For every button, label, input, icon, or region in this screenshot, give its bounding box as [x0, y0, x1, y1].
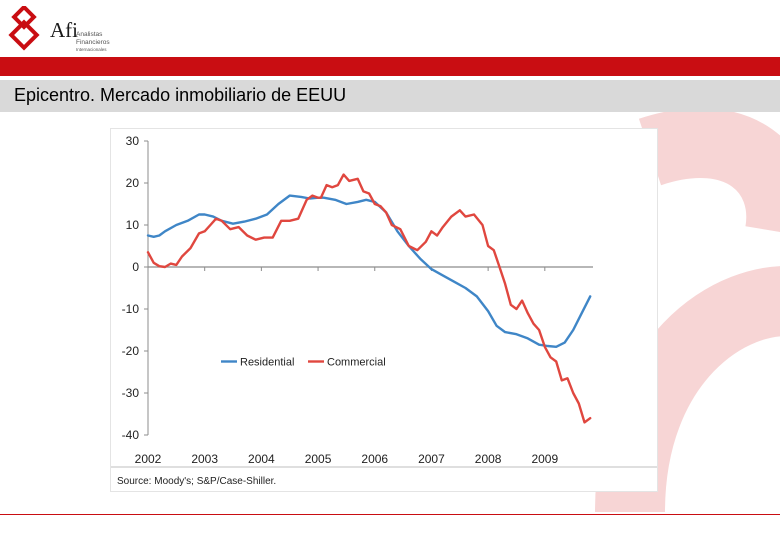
footer-rule	[0, 514, 780, 515]
chart-source: Source: Moody's; S&P/Case-Shiller.	[117, 476, 276, 487]
logo-brand: Afi	[50, 18, 78, 42]
afi-logo-mark-icon	[8, 6, 40, 51]
y-tick-label: -10	[122, 302, 140, 316]
legend-label-residential: Residential	[240, 357, 294, 369]
logo-subtitle-3: Internacionales	[76, 47, 107, 52]
x-tick-label: 2005	[305, 452, 332, 466]
x-tick-label: 2009	[531, 452, 558, 466]
header-red-band	[0, 57, 780, 76]
y-tick-label: 20	[126, 176, 140, 190]
page-title: Epicentro. Mercado inmobiliario de EEUU	[14, 85, 347, 105]
x-tick-label: 2003	[191, 452, 218, 466]
x-tick-label: 2004	[248, 452, 275, 466]
x-tick-label: 2007	[418, 452, 445, 466]
x-tick-label: 2006	[361, 452, 388, 466]
x-tick-label: 2008	[475, 452, 502, 466]
y-tick-label: 0	[132, 260, 139, 274]
series-line-residential	[146, 194, 592, 349]
y-tick-label: -20	[122, 344, 140, 358]
y-tick-label: -40	[122, 428, 140, 442]
logo-subtitle-2: Financieros	[76, 39, 110, 46]
y-tick-label: 10	[126, 218, 140, 232]
legend-label-commercial: Commercial	[327, 357, 386, 369]
x-tick-label: 2002	[135, 452, 162, 466]
afi-logo: Afi Analistas Financieros Internacionale…	[6, 6, 146, 52]
line-chart: 30 20 10 0 -10 -20 -30 -40 2002 2003 2004 2005 2006…	[111, 134, 657, 487]
series-line-commercial	[146, 173, 592, 424]
y-tick-label: -30	[122, 386, 140, 400]
chart-container: 30 20 10 0 -10 -20 -30 -40 2002 2003 2004 2005 2006…	[110, 128, 658, 492]
logo-subtitle-1: Analistas	[76, 31, 103, 38]
y-tick-label: 30	[126, 134, 140, 148]
title-bar	[0, 80, 780, 112]
